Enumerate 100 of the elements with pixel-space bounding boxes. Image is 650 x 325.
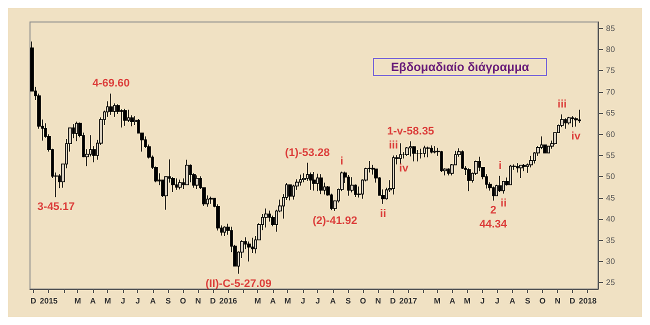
candlestick (412, 146, 416, 162)
candlestick (127, 109, 130, 122)
x-tick-label: A (90, 296, 96, 306)
x-tick-label: M (464, 296, 471, 306)
candlestick (430, 144, 433, 154)
annotation: 4-69.60 (92, 78, 130, 90)
candlestick (447, 168, 450, 176)
candlestick (440, 150, 443, 172)
candlestick (109, 93, 113, 116)
candlestick (75, 121, 78, 142)
x-tick-label: J (135, 296, 140, 306)
x-tick-label: A (330, 296, 336, 306)
annotation: ii (380, 208, 386, 220)
x-tick-label: A (150, 296, 156, 306)
candlestick (467, 168, 471, 192)
candlestick (399, 142, 402, 164)
candlestick (247, 241, 251, 262)
annotation: iii (558, 98, 567, 110)
x-tick-label: D (30, 296, 37, 306)
y-tick-label: 25 (606, 278, 616, 288)
annotation: i (498, 160, 502, 172)
annotation: iii (388, 140, 398, 152)
candlestick (567, 116, 571, 125)
candlestick (185, 159, 189, 186)
x-tick-label: 2017 (399, 296, 418, 306)
x-tick-label: S (525, 296, 532, 306)
candlestick (264, 208, 268, 228)
x-tick-label: M (434, 296, 441, 306)
x-tick-label: J (315, 296, 320, 306)
annotation: iv (571, 130, 582, 143)
x-tick-label: J (480, 296, 485, 306)
y-tick-label: 35 (606, 236, 616, 245)
y-tick-label: 55 (606, 151, 616, 160)
x-tick-label: D (390, 296, 396, 306)
candlestick (498, 175, 502, 192)
x-tick-label: S (346, 296, 352, 306)
annotation: 3-45.17 (37, 201, 75, 214)
annotation: iv (399, 162, 410, 174)
y-tick-label: 65 (606, 108, 616, 118)
candlestick (419, 148, 423, 159)
annotation: (1)-53.28 (285, 146, 330, 159)
x-tick-label: 2016 (219, 296, 238, 306)
x-tick-label: O (539, 296, 546, 306)
x-tick-label: J (120, 296, 126, 306)
candlestick (392, 155, 395, 195)
candlestick (288, 184, 292, 201)
y-tick-label: 45 (606, 193, 616, 202)
text: Εβδομαδιαίο διάγραμμα (391, 60, 530, 74)
candlestick (350, 176, 354, 193)
x-tick-label: A (450, 296, 456, 306)
x-tick-label: N (375, 296, 382, 306)
y-tick-label: 60 (606, 130, 616, 139)
x-tick-label: D (210, 296, 216, 306)
candlestick (564, 118, 567, 130)
x-tick-label: M (284, 296, 292, 306)
y-tick-label: 30 (606, 256, 616, 266)
candlestick (423, 145, 426, 158)
y-tick-label: 70 (606, 87, 616, 96)
candlestick (571, 116, 574, 128)
candlestick (509, 164, 512, 186)
x-tick-label: N (554, 296, 561, 306)
candlestick (347, 174, 350, 196)
candlestick (426, 146, 430, 158)
x-tick-label: M (254, 296, 262, 306)
candlestick (312, 172, 316, 192)
annotation: (2)-41.92 (312, 214, 358, 227)
candlestick (416, 150, 419, 162)
x-tick-label: 2015 (40, 296, 58, 306)
candlestick (209, 196, 213, 204)
x-tick-label: A (270, 296, 276, 306)
x-tick-label: J (300, 296, 306, 306)
y-tick-label: 80 (606, 45, 616, 54)
annotation: (II)-C-5-27.09 (205, 278, 272, 290)
x-tick-label: S (166, 296, 172, 306)
candlestick (223, 226, 226, 236)
candlestick (578, 109, 581, 124)
candlestick (492, 186, 495, 202)
x-tick-label: N (195, 296, 202, 306)
candlestick (316, 173, 319, 192)
x-tick-label: D (570, 296, 576, 306)
x-tick-label: J (494, 296, 500, 306)
y-tick-label: 75 (606, 66, 616, 76)
y-tick-label: 50 (606, 172, 616, 182)
candlestick (433, 146, 436, 154)
candlestick (178, 179, 182, 190)
annotation: 1-v-58.35 (387, 125, 434, 138)
candlestick (175, 178, 178, 190)
candlestick (319, 174, 323, 194)
candlestick (195, 175, 199, 190)
annotation: i (340, 156, 344, 168)
candlestick (299, 174, 302, 186)
x-tick-label: O (180, 296, 186, 306)
y-tick-label: 85 (606, 24, 616, 33)
x-tick-label: M (104, 296, 112, 306)
annotation: ii (500, 198, 507, 210)
x-tick-label: M (74, 296, 82, 306)
candlestick (519, 164, 523, 178)
y-tick-label: 40 (606, 214, 616, 224)
candlestick (123, 108, 127, 126)
x-tick-label: O (360, 296, 366, 306)
